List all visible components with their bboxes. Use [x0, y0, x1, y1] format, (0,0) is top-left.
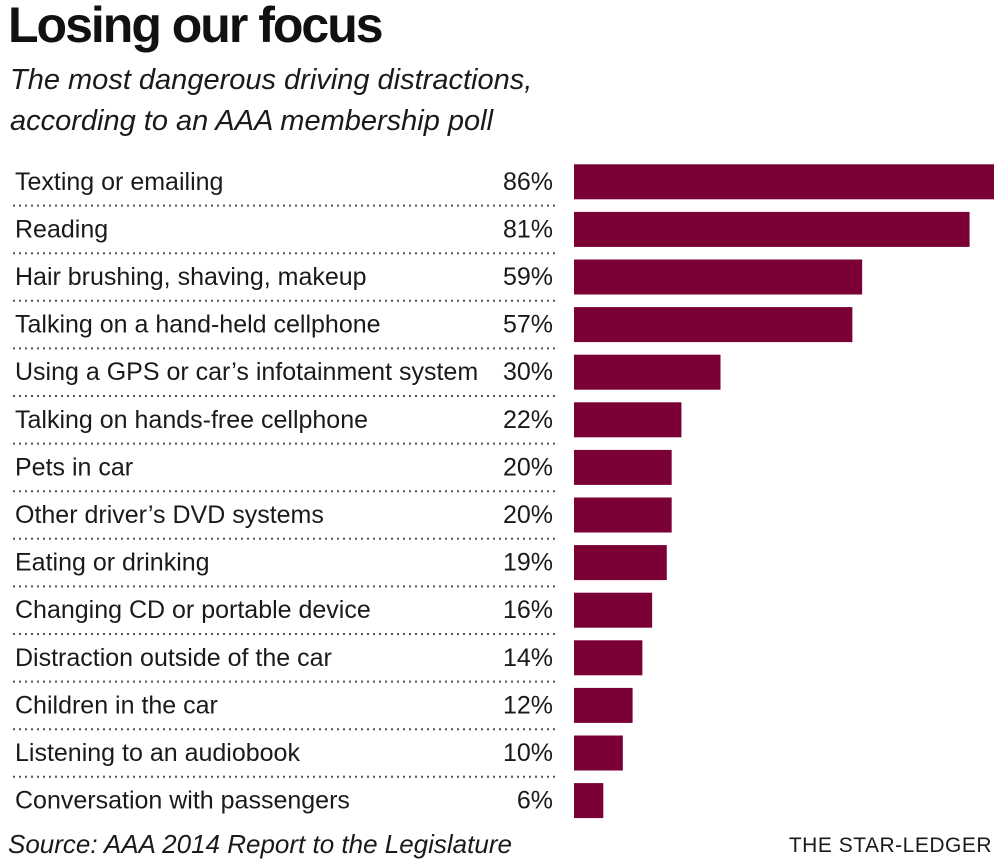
value-label: 19% [503, 549, 553, 577]
category-label: Texting or emailing [15, 168, 223, 196]
category-label: Children in the car [15, 691, 218, 719]
category-label: Reading [15, 215, 108, 243]
category-label: Talking on hands-free cellphone [15, 406, 368, 434]
bar [574, 735, 623, 771]
value-label: 59% [503, 263, 553, 291]
category-label: Changing CD or portable device [15, 596, 371, 624]
value-label: 16% [503, 596, 553, 624]
category-label: Conversation with passengers [15, 787, 350, 815]
bar [574, 164, 994, 200]
value-label: 12% [503, 691, 553, 719]
bar [574, 640, 643, 676]
value-label: 22% [503, 406, 553, 434]
bar [574, 402, 682, 438]
value-label: 6% [517, 787, 553, 815]
value-label: 86% [503, 168, 553, 196]
chart-subtitle: The most dangerous driving distractions,… [10, 60, 532, 142]
bar [574, 545, 667, 581]
bar [574, 687, 633, 723]
subtitle-line-1: The most dangerous driving distractions, [10, 64, 533, 96]
publisher-credit: THE STAR-LEDGER [788, 834, 992, 857]
category-label: Pets in car [15, 453, 133, 481]
category-label: Talking on a hand-held cellphone [15, 311, 381, 339]
bar [574, 783, 604, 819]
bar [574, 497, 672, 533]
bar [574, 211, 970, 247]
category-label: Eating or drinking [15, 549, 210, 577]
value-label: 10% [503, 739, 553, 767]
bar [574, 307, 853, 343]
source-note: Source: AAA 2014 Report to the Legislatu… [8, 829, 512, 859]
subtitle-line-2: according to an AAA membership poll [10, 105, 494, 137]
value-label: 30% [503, 358, 553, 386]
value-label: 20% [503, 501, 553, 529]
category-label: Hair brushing, shaving, makeup [15, 263, 367, 291]
value-label: 20% [503, 453, 553, 481]
value-label: 81% [503, 215, 553, 243]
value-label: 57% [503, 311, 553, 339]
bar [574, 354, 721, 390]
category-label: Using a GPS or car’s infotainment system [15, 358, 478, 386]
bar [574, 449, 672, 485]
category-label: Other driver’s DVD systems [15, 501, 324, 529]
bar [574, 259, 863, 295]
category-label: Distraction outside of the car [15, 644, 332, 672]
category-label: Listening to an audiobook [15, 739, 300, 767]
bar [574, 592, 653, 628]
value-label: 14% [503, 644, 553, 672]
chart-title: Losing our focus [8, 0, 384, 53]
